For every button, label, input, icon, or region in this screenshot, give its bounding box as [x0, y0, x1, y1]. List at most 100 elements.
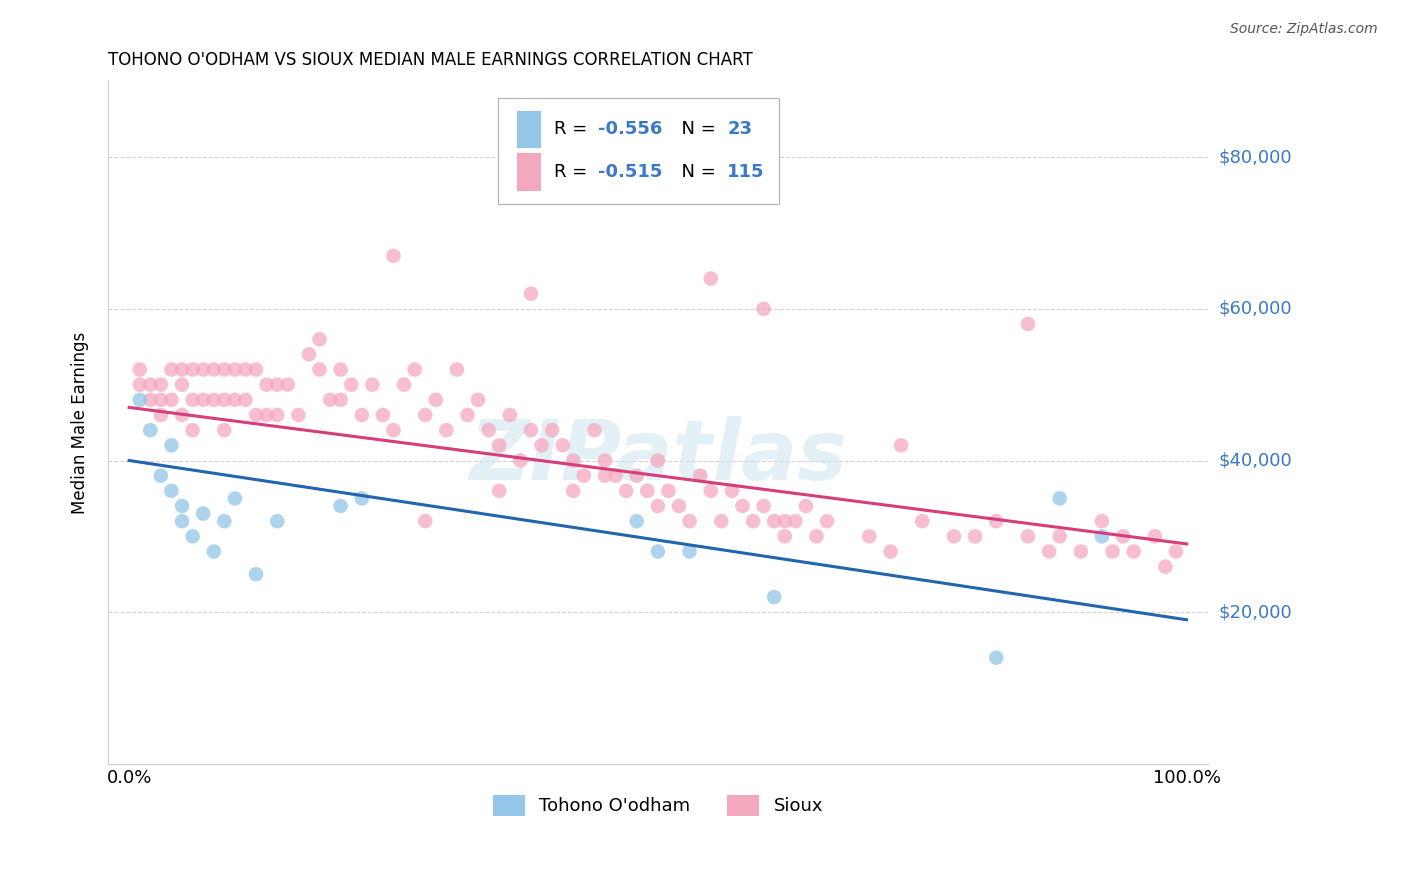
Point: [382, 249, 405, 263]
Point: [224, 491, 246, 506]
Point: [678, 544, 700, 558]
Point: [785, 514, 807, 528]
Point: [149, 408, 172, 422]
Point: [1091, 514, 1114, 528]
Point: [488, 483, 510, 498]
Point: [181, 362, 204, 376]
Point: [742, 514, 765, 528]
Point: [530, 438, 553, 452]
Point: [170, 362, 193, 376]
Point: [214, 362, 236, 376]
Point: [350, 408, 373, 422]
Point: [457, 408, 479, 422]
Point: [170, 408, 193, 422]
Point: [245, 567, 267, 582]
Point: [425, 392, 447, 407]
Point: [965, 529, 987, 543]
Point: [1143, 529, 1166, 543]
Point: [181, 423, 204, 437]
Point: [413, 514, 436, 528]
Point: [1154, 559, 1177, 574]
Point: [794, 499, 817, 513]
Point: [647, 544, 669, 558]
Point: [520, 286, 543, 301]
Point: [160, 362, 183, 376]
Point: [815, 514, 838, 528]
Point: [287, 408, 309, 422]
Point: [626, 514, 648, 528]
Text: TOHONO O'ODHAM VS SIOUX MEDIAN MALE EARNINGS CORRELATION CHART: TOHONO O'ODHAM VS SIOUX MEDIAN MALE EARN…: [108, 51, 752, 69]
Point: [256, 408, 278, 422]
Point: [541, 423, 564, 437]
Point: [1122, 544, 1144, 558]
Point: [256, 377, 278, 392]
Point: [202, 544, 225, 558]
Point: [329, 499, 352, 513]
Point: [806, 529, 828, 543]
Point: [308, 362, 330, 376]
Text: $80,000: $80,000: [1219, 148, 1292, 166]
Point: [160, 392, 183, 407]
Point: [668, 499, 690, 513]
Point: [1070, 544, 1092, 558]
Point: [170, 514, 193, 528]
Point: [245, 362, 267, 376]
Point: [361, 377, 384, 392]
Point: [266, 514, 288, 528]
Point: [1049, 491, 1071, 506]
Point: [266, 408, 288, 422]
Point: [202, 362, 225, 376]
Point: [986, 514, 1008, 528]
Point: [699, 271, 721, 285]
Text: R =: R =: [554, 163, 593, 181]
FancyBboxPatch shape: [498, 98, 779, 204]
Point: [879, 544, 901, 558]
Y-axis label: Median Male Earnings: Median Male Earnings: [72, 332, 89, 514]
Point: [329, 362, 352, 376]
Point: [170, 377, 193, 392]
Point: [678, 514, 700, 528]
Point: [202, 392, 225, 407]
Point: [986, 650, 1008, 665]
Point: [160, 483, 183, 498]
Point: [562, 453, 585, 467]
Point: [858, 529, 880, 543]
Point: [773, 529, 796, 543]
Point: [128, 392, 150, 407]
Text: ZIPatlas: ZIPatlas: [470, 417, 846, 497]
Point: [647, 499, 669, 513]
Point: [636, 483, 658, 498]
Point: [657, 483, 679, 498]
Point: [191, 362, 214, 376]
Point: [572, 468, 595, 483]
Point: [308, 332, 330, 346]
Point: [434, 423, 457, 437]
Text: R =: R =: [554, 120, 593, 138]
Point: [149, 468, 172, 483]
Point: [245, 408, 267, 422]
Point: [382, 423, 405, 437]
Point: [139, 392, 162, 407]
Text: N =: N =: [669, 163, 721, 181]
Point: [181, 392, 204, 407]
Point: [149, 377, 172, 392]
Text: -0.556: -0.556: [599, 120, 662, 138]
Point: [277, 377, 299, 392]
Text: 23: 23: [727, 120, 752, 138]
Point: [689, 468, 711, 483]
Point: [520, 423, 543, 437]
Point: [593, 468, 616, 483]
Point: [371, 408, 394, 422]
Point: [890, 438, 912, 452]
Point: [191, 507, 214, 521]
Point: [329, 392, 352, 407]
Point: [773, 514, 796, 528]
Point: [181, 529, 204, 543]
Point: [1101, 544, 1123, 558]
Text: $40,000: $40,000: [1219, 451, 1292, 469]
Point: [763, 514, 786, 528]
Point: [731, 499, 754, 513]
Point: [942, 529, 965, 543]
Point: [404, 362, 426, 376]
Point: [626, 468, 648, 483]
